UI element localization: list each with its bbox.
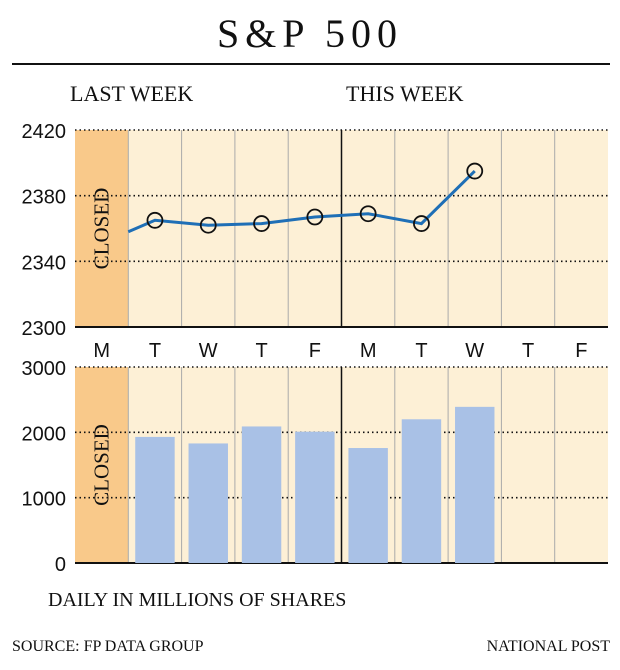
day-label: T: [149, 340, 161, 362]
volume-bar: [295, 431, 335, 563]
day-label: T: [415, 340, 427, 362]
price-ytick-label: 2300: [22, 318, 67, 340]
volume-caption: DAILY IN MILLIONS OF SHARES: [48, 589, 346, 611]
this-week-label: THIS WEEK: [346, 81, 464, 106]
volume-ytick-label: 1000: [22, 489, 67, 511]
day-label: M: [360, 340, 377, 362]
volume-panel: 0 1000 2000 3000 CLOSED: [22, 358, 608, 576]
closed-label: CLOSED: [90, 424, 114, 506]
last-week-label: LAST WEEK: [70, 81, 193, 106]
closed-label: CLOSED: [90, 188, 114, 270]
day-label: T: [255, 340, 267, 362]
volume-bar: [455, 406, 495, 563]
volume-ytick-label: 3000: [22, 358, 67, 380]
day-label: T: [522, 340, 534, 362]
volume-bar: [135, 436, 175, 563]
chart-title: S&P 500: [217, 11, 403, 56]
price-point: [306, 208, 324, 226]
day-label: M: [93, 340, 110, 362]
volume-ytick-label: 0: [55, 554, 66, 576]
price-point: [359, 205, 377, 223]
day-label: F: [575, 340, 587, 362]
price-closed-band: [75, 130, 129, 327]
price-point: [413, 215, 430, 232]
price-point: [199, 216, 217, 234]
price-point: [466, 162, 484, 180]
publisher-credit: NATIONAL POST: [487, 638, 611, 655]
volume-ytick-label: 2000: [22, 423, 67, 445]
price-line: [127, 169, 476, 234]
day-label: W: [465, 340, 484, 362]
price-point: [146, 211, 164, 229]
price-ytick-label: 2380: [22, 187, 67, 209]
price-point: [253, 215, 270, 232]
volume-bar: [188, 443, 228, 563]
price-ytick-label: 2420: [22, 121, 67, 143]
price-panel: 2300 2340 2380 2420 CLOSED: [22, 121, 608, 340]
day-label: W: [199, 340, 218, 362]
volume-bar: [241, 426, 282, 563]
source-credit: SOURCE: FP DATA GROUP: [12, 638, 204, 655]
price-ytick-label: 2340: [22, 252, 67, 274]
volume-bar: [401, 419, 442, 563]
day-label: F: [309, 340, 321, 362]
volume-bar: [348, 448, 388, 563]
volume-closed-band: [75, 367, 129, 563]
